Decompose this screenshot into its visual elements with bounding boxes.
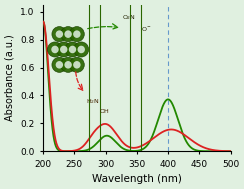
Ellipse shape	[61, 57, 76, 72]
Text: $\mathrm{O_2N}$: $\mathrm{O_2N}$	[122, 13, 136, 22]
Ellipse shape	[56, 61, 63, 69]
Ellipse shape	[65, 42, 80, 57]
Ellipse shape	[51, 46, 59, 53]
Ellipse shape	[78, 46, 85, 53]
Ellipse shape	[74, 42, 89, 57]
Ellipse shape	[70, 57, 84, 72]
Ellipse shape	[73, 30, 81, 38]
Ellipse shape	[64, 61, 72, 69]
Y-axis label: Absorbance (a.u.): Absorbance (a.u.)	[5, 35, 15, 121]
Ellipse shape	[64, 30, 72, 38]
Ellipse shape	[61, 27, 76, 42]
Ellipse shape	[70, 27, 84, 42]
Ellipse shape	[73, 61, 81, 69]
Ellipse shape	[69, 46, 76, 53]
Ellipse shape	[52, 27, 67, 42]
Ellipse shape	[60, 46, 67, 53]
Text: $\mathrm{H_2N}$: $\mathrm{H_2N}$	[86, 97, 99, 105]
Text: $\mathrm{OH}$: $\mathrm{OH}$	[99, 107, 110, 115]
Ellipse shape	[56, 42, 71, 57]
Ellipse shape	[52, 57, 67, 72]
Ellipse shape	[56, 30, 63, 38]
X-axis label: Wavelength (nm): Wavelength (nm)	[92, 174, 182, 184]
Ellipse shape	[48, 42, 62, 57]
Text: $\mathrm{O^-}$: $\mathrm{O^-}$	[141, 25, 152, 33]
